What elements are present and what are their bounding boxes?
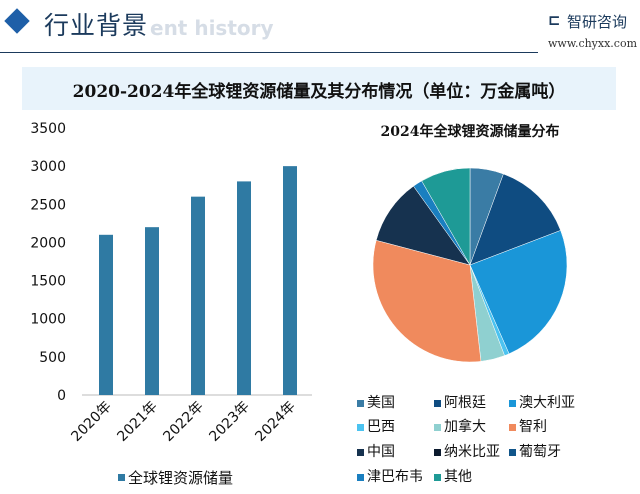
legend-item: 其他 xyxy=(434,466,472,486)
pie-slice-中国 xyxy=(375,185,471,266)
legend-label: 葡萄牙 xyxy=(519,444,561,460)
y-tick-label: 3500 xyxy=(30,121,66,137)
legend-label: 纳米比亚 xyxy=(444,444,500,460)
legend-label: 智利 xyxy=(519,419,547,435)
legend-swatch xyxy=(509,423,516,431)
legend-item: 中国 xyxy=(357,441,395,461)
pie-slice-澳大利亚 xyxy=(469,230,568,355)
x-tick-label: 2024年 xyxy=(252,399,298,445)
y-tick-label: 2500 xyxy=(30,197,66,213)
pie-slice-阿根廷 xyxy=(469,173,561,266)
pie-slice-其他 xyxy=(421,167,471,266)
diamond-icon xyxy=(4,8,30,34)
pie-slice-智利 xyxy=(372,239,482,363)
legend-swatch xyxy=(509,399,516,407)
legend-item: 津巴布韦 xyxy=(357,466,423,486)
pie-title: 2024年全球锂资源储量分布 xyxy=(380,124,560,140)
legend-label: 加拿大 xyxy=(444,419,486,435)
watermark-subtitle: ent history xyxy=(150,16,274,40)
legend-swatch xyxy=(434,423,441,431)
y-tick-label: 500 xyxy=(39,350,66,366)
section-title: 行业背景 xyxy=(44,11,149,40)
y-tick-label: 1500 xyxy=(30,274,66,290)
legend-swatch xyxy=(434,448,441,456)
bar-2022年 xyxy=(191,196,205,395)
legend-swatch xyxy=(118,474,125,481)
pie-chart xyxy=(372,167,568,363)
logo-url: www.chyxx.com xyxy=(548,37,638,50)
x-tick-label: 2022年 xyxy=(160,399,206,445)
legend-swatch xyxy=(434,473,441,481)
main-title: 2020-2024年全球锂资源储量及其分布情况（单位：万金属吨） xyxy=(72,82,566,102)
x-tick-label: 2023年 xyxy=(206,399,252,445)
y-tick-label: 1000 xyxy=(30,312,66,328)
bar-2024年 xyxy=(283,166,297,395)
legend-item: 葡萄牙 xyxy=(509,441,561,461)
legend-swatch xyxy=(357,448,364,456)
legend-label: 美国 xyxy=(367,395,395,411)
legend-item: 阿根廷 xyxy=(434,392,486,412)
bar-2020年 xyxy=(99,234,113,395)
bar-2021年 xyxy=(145,227,159,395)
legend-label: 巴西 xyxy=(367,419,395,435)
y-tick-label: 3000 xyxy=(30,159,66,175)
legend-label: 津巴布韦 xyxy=(367,469,423,485)
logo-name: 智研咨询 xyxy=(567,13,628,31)
y-tick-label: 2000 xyxy=(30,235,66,251)
legend-item: 澳大利亚 xyxy=(509,392,575,412)
legend-item: 加拿大 xyxy=(434,416,486,436)
legend-swatch xyxy=(357,473,364,481)
legend-item: 智利 xyxy=(509,416,547,436)
legend-swatch xyxy=(357,423,364,431)
title-banner xyxy=(22,67,616,110)
legend-item: 纳米比亚 xyxy=(434,441,500,461)
legend-label: 中国 xyxy=(367,444,395,460)
legend-swatch xyxy=(357,399,364,407)
legend-label: 澳大利亚 xyxy=(519,395,575,411)
logo-icon: ⊏ xyxy=(548,11,561,29)
y-tick-label: 0 xyxy=(57,388,66,404)
x-tick-label: 2020年 xyxy=(68,399,114,445)
legend-label: 其他 xyxy=(444,469,472,485)
legend-swatch xyxy=(509,448,516,456)
legend-item: 美国 xyxy=(357,392,395,412)
bar-2023年 xyxy=(237,181,251,395)
x-tick-label: 2021年 xyxy=(114,399,160,445)
header-divider xyxy=(0,52,538,53)
legend-label: 阿根廷 xyxy=(444,395,486,411)
legend-item: 巴西 xyxy=(357,416,395,436)
legend-label: 全球锂资源储量 xyxy=(128,469,233,487)
legend-swatch xyxy=(434,399,441,407)
